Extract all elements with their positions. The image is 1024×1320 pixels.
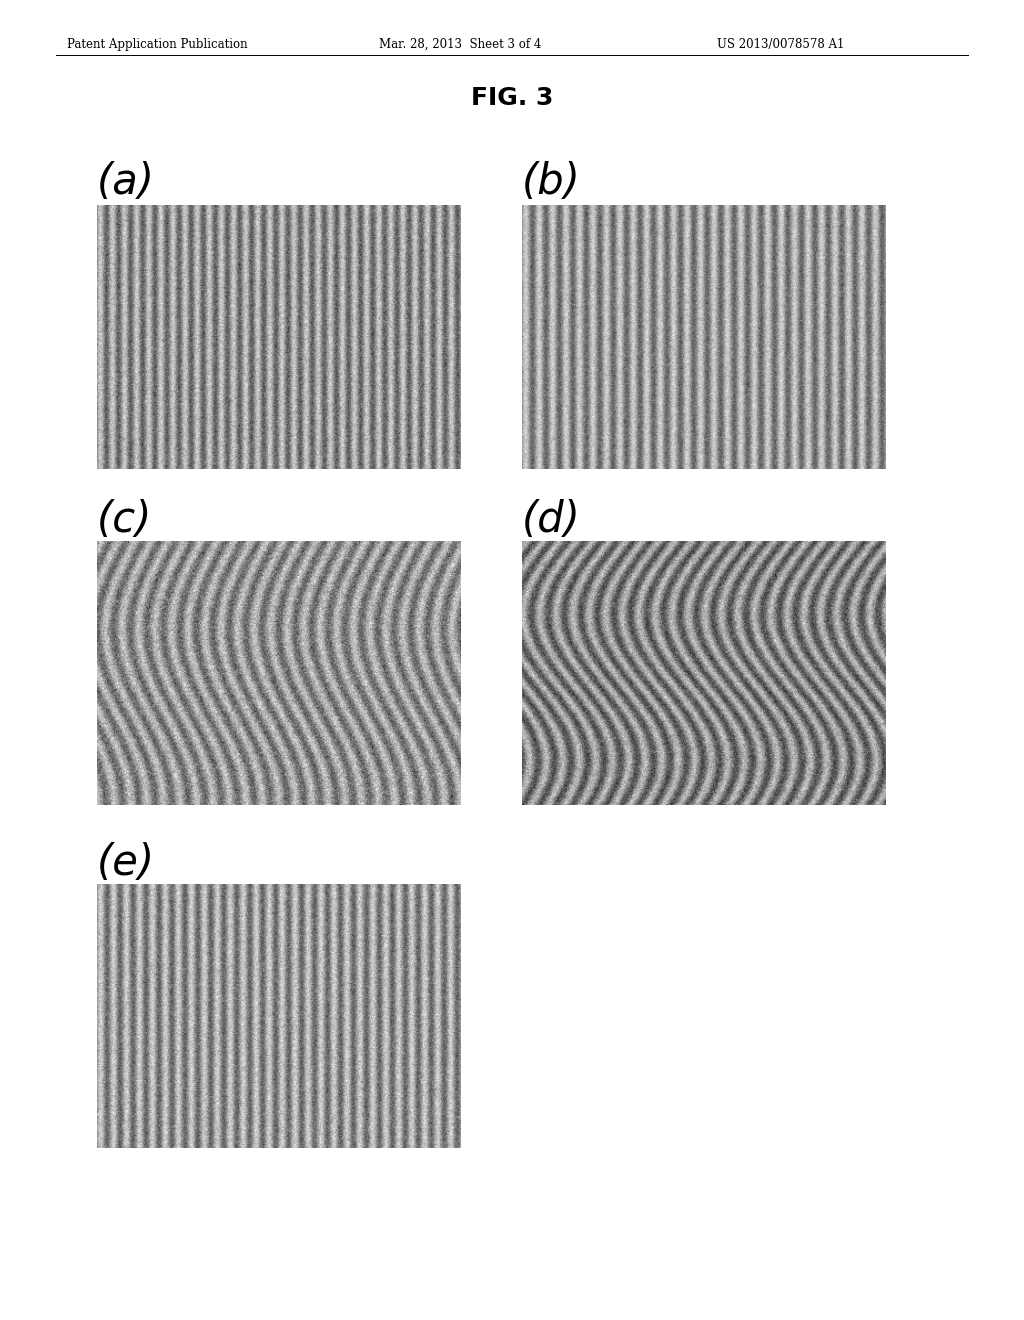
Text: (b): (b) [522, 161, 581, 203]
Text: (d): (d) [522, 499, 581, 541]
Text: Mar. 28, 2013  Sheet 3 of 4: Mar. 28, 2013 Sheet 3 of 4 [379, 37, 542, 50]
Text: Patent Application Publication: Patent Application Publication [67, 37, 247, 50]
Text: US 2013/0078578 A1: US 2013/0078578 A1 [717, 37, 844, 50]
Text: FIG. 3: FIG. 3 [471, 86, 553, 110]
Text: (e): (e) [97, 842, 156, 884]
Text: (a): (a) [97, 161, 156, 203]
Text: (c): (c) [97, 499, 153, 541]
